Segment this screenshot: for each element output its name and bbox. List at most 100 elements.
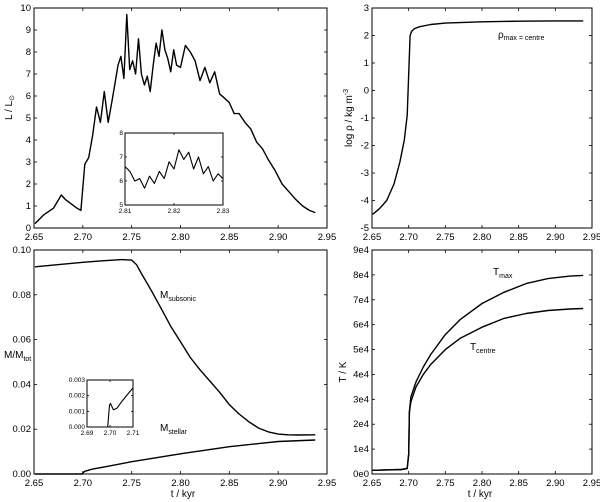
density-panel: 2.65 2.70 2.75 2.80 2.85 2.90 2.95 -5 -4 -3 -2 -1 0 1…	[361, 3, 600, 243]
density-x-tick-label: 2.75	[436, 232, 455, 243]
temperature-y-tick-label: 5e4	[353, 345, 369, 356]
mass-inset-frame	[86, 379, 134, 428]
mass-x-tick-label: 2.85	[220, 478, 239, 489]
mass-x-tick-label: 2.75	[122, 478, 141, 489]
mass-x-tick-label: 2.80	[171, 478, 190, 489]
density-x-tick-label: 2.80	[473, 232, 492, 243]
temperature-x-tick-label: 2.70	[399, 478, 418, 489]
mass-inset-y-tick-label: 0.002	[69, 393, 86, 400]
temperature-curve-t-max	[372, 274, 584, 471]
mass-x-tick-label: 2.65	[25, 478, 44, 489]
luminosity-inset: 2.81 2.82 2.83 5 6 7 8	[119, 130, 230, 215]
mass-panel: 2.65 2.70 2.75 2.80 2.85 2.90 2.95 0.00 0.02 0.04…	[13, 245, 337, 489]
mass-y-axis-label: M/Mtot	[4, 350, 31, 363]
luminosity-x-tick-label: 2.85	[220, 232, 239, 243]
mass-y-tick-label: 0.00	[13, 469, 32, 480]
mass-inset-x-tick-label: 2.70	[104, 430, 117, 437]
mass-curve-m-stellar	[35, 439, 316, 475]
luminosity-panel: 2.65 2.70 2.75 2.80 2.85 2.90 2.95 0 1 2 3 4 5 6 7 8 9 10…	[20, 3, 336, 243]
luminosity-curve-l	[34, 13, 316, 225]
luminosity-y-tick-label: 7	[26, 69, 31, 80]
luminosity-inset-x-tick-label: 2.81	[119, 208, 132, 215]
temperature-y-tick-label: 2e4	[353, 419, 369, 430]
m-subsonic-label: Msubsonic	[160, 290, 196, 303]
density-x-tick-label: 2.85	[509, 232, 528, 243]
mass-inset: 2.69 2.70 2.71 0.000 0.001 0.002 0.003	[69, 377, 140, 437]
density-curve-label: ρmax = centre	[498, 30, 544, 42]
mass-x-tick-label: 2.70	[74, 478, 93, 489]
mass-y-tick-label: 0.08	[13, 290, 32, 301]
temperature-x-tick-label: 2.90	[546, 478, 565, 489]
luminosity-inset-y-tick-label: 6	[119, 178, 123, 185]
luminosity-inset-curve-inset	[124, 149, 224, 189]
luminosity-x-tick-label: 2.70	[74, 232, 93, 243]
temperature-y-tick-label: 6e4	[353, 320, 369, 331]
temperature-y-tick-label: 7e4	[353, 295, 369, 306]
temperature-x-tick-label: 2.80	[473, 478, 492, 489]
mass-x-tick-label: 2.90	[269, 478, 288, 489]
mass-y-tick-label: 0.04	[13, 379, 32, 390]
density-x-tick-label: 2.95	[583, 232, 600, 243]
luminosity-y-tick-label: 3	[26, 157, 31, 168]
mass-inset-x-tick-label: 2.69	[81, 430, 94, 437]
luminosity-inset-x-tick-label: 2.82	[168, 208, 181, 215]
temperature-x-tick-label: 2.75	[436, 478, 455, 489]
luminosity-y-tick-label: 6	[26, 91, 31, 102]
mass-y-tick-label: 0.02	[13, 424, 32, 435]
temperature-x-axis-label: t / kyr	[468, 489, 493, 500]
mass-inset-curve-inset	[87, 387, 134, 428]
luminosity-x-tick-label: 2.95	[318, 232, 337, 243]
luminosity-frame	[33, 7, 328, 229]
density-y-tick-label: 2	[364, 31, 369, 42]
m-stellar-label: Mstellar	[160, 423, 188, 436]
luminosity-y-tick-label: 0	[26, 223, 31, 234]
temperature-y-tick-label: 1e4	[353, 444, 369, 455]
mass-y-tick-label: 0.10	[13, 245, 32, 256]
luminosity-inset-frame	[124, 132, 224, 206]
luminosity-x-tick-label: 2.65	[25, 232, 44, 243]
mass-inset-x-tick-label: 2.71	[127, 430, 140, 437]
mass-frame	[33, 249, 328, 475]
mass-inset-y-tick-label: 0.003	[69, 377, 86, 384]
density-y-tick-label: 0	[364, 86, 369, 97]
luminosity-y-tick-label: 10	[20, 3, 31, 14]
mass-curve-m-subsonic	[34, 258, 316, 436]
density-y-tick-label: -5	[361, 223, 369, 234]
mass-x-axis-label: t / kyr	[171, 489, 196, 500]
temperature-y-tick-label: 4e4	[353, 369, 369, 380]
luminosity-x-tick-label: 2.90	[269, 232, 288, 243]
density-y-tick-label: -1	[361, 113, 369, 124]
density-x-tick-label: 2.70	[399, 232, 418, 243]
luminosity-y-tick-label: 5	[26, 113, 31, 124]
luminosity-inset-y-tick-label: 7	[119, 154, 123, 161]
luminosity-x-tick-label: 2.75	[122, 232, 141, 243]
density-y-axis-label: log ρ / kg m-3	[343, 89, 355, 147]
density-y-tick-label: -4	[361, 196, 369, 207]
temperature-y-tick-label: 0e0	[353, 469, 369, 480]
luminosity-y-tick-label: 9	[26, 25, 31, 36]
luminosity-inset-x-tick-label: 2.83	[217, 208, 230, 215]
t-centre-label: Tcentre	[470, 342, 496, 355]
mass-inset-y-tick-label: 0.001	[69, 408, 86, 415]
density-x-tick-label: 2.65	[363, 232, 382, 243]
luminosity-y-axis-label: L / L⊙	[4, 95, 16, 120]
luminosity-y-tick-label: 4	[26, 135, 31, 146]
luminosity-inset-y-tick-label: 8	[119, 130, 123, 137]
mass-x-tick-label: 2.95	[318, 478, 337, 489]
temperature-panel: 2.65 2.70 2.75 2.80 2.85 2.90 2.95 0e0 1e4 2e4 3e4…	[353, 245, 600, 489]
luminosity-y-tick-label: 8	[26, 47, 31, 58]
density-y-tick-label: 1	[364, 58, 369, 69]
temperature-y-axis-label: T / K	[338, 361, 349, 382]
luminosity-y-tick-label: 2	[26, 179, 31, 190]
temperature-y-tick-label: 9e4	[353, 245, 369, 256]
density-frame	[371, 7, 593, 229]
luminosity-x-tick-label: 2.80	[171, 232, 190, 243]
mass-y-tick-label: 0.06	[13, 335, 32, 346]
temperature-curve-t-centre	[372, 307, 584, 471]
density-y-tick-label: -2	[361, 141, 369, 152]
density-y-tick-label: -3	[361, 168, 369, 179]
t-max-label: Tmax	[493, 267, 513, 280]
temperature-y-tick-label: 8e4	[353, 270, 369, 281]
density-y-tick-label: 3	[364, 3, 369, 14]
